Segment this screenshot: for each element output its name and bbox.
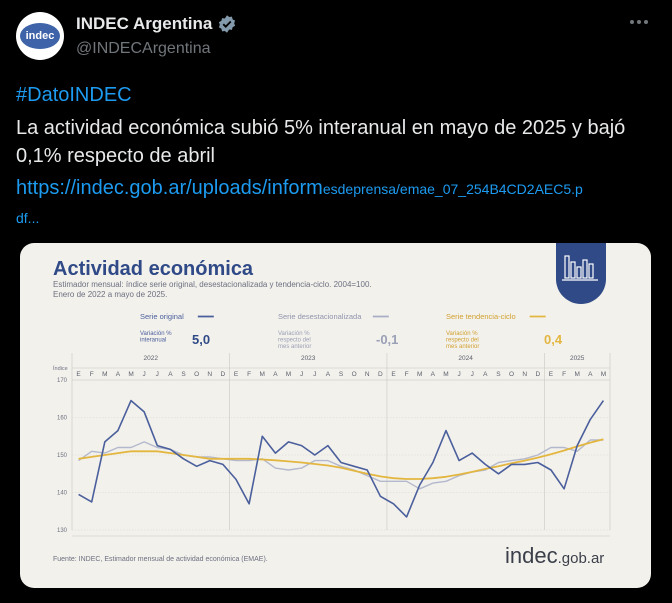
month-tick-label: M — [286, 371, 291, 378]
series-line-serie-original — [78, 399, 605, 518]
account-name[interactable]: INDEC Argentina — [76, 14, 213, 33]
legend-stat-label-3: respecto del — [446, 338, 479, 344]
chart-title: Actividad económica — [53, 258, 254, 280]
month-tick-label: F — [247, 371, 251, 378]
y-tick-label: 170 — [57, 378, 68, 384]
brand-suffix: .gob.ar — [558, 550, 605, 567]
month-tick-label: J — [471, 371, 474, 378]
account-name-row[interactable]: INDEC Argentina — [76, 14, 237, 34]
hashtag-link[interactable]: #DatoINDEC — [16, 84, 132, 106]
brand-name: indec — [505, 543, 558, 568]
avatar-logo: indec — [20, 23, 60, 49]
month-tick-label: O — [352, 371, 357, 378]
month-tick-label: D — [221, 371, 226, 378]
month-tick-label: M — [128, 371, 133, 378]
y-tick-label: 150 — [57, 453, 68, 459]
chart-subtitle-1: Estimador mensual: índice serie original… — [53, 280, 372, 289]
month-tick-label: M — [417, 371, 422, 378]
month-tick-label: E — [234, 371, 239, 378]
month-tick-label: A — [483, 371, 488, 378]
legend-stat-label-3: Variación % — [446, 331, 478, 337]
year-label: 2022 — [143, 355, 158, 362]
month-tick-label: F — [562, 371, 566, 378]
legend-stat-value-2: -0,1 — [376, 332, 398, 347]
month-tick-label: J — [313, 371, 316, 378]
month-tick-label: M — [574, 371, 579, 378]
month-tick-label: M — [102, 371, 107, 378]
chart-source: Fuente: INDEC, Estimador mensual de acti… — [53, 556, 268, 563]
link-rest: esdeprensa/emae_07_254B4CD2AEC5.p — [322, 181, 583, 197]
year-label: 2023 — [301, 355, 316, 362]
month-tick-label: M — [443, 371, 448, 378]
month-tick-label: A — [273, 371, 278, 378]
tweet-link[interactable]: https://indec.gob.ar/uploads/informesdep… — [16, 174, 661, 232]
month-tick-label: E — [76, 371, 81, 378]
month-tick-label: A — [326, 371, 331, 378]
month-tick-label: J — [300, 371, 303, 378]
month-tick-label: F — [405, 371, 409, 378]
link-main: https://indec.gob.ar/uploads/inform — [16, 177, 323, 199]
tweet-text: La actividad económica subió 5% interanu… — [16, 117, 626, 167]
month-tick-label: N — [365, 371, 370, 378]
month-tick-label: S — [181, 371, 186, 378]
brand-logo: indec.gob.ar — [505, 543, 604, 568]
chart: Actividad económica Estimador mensual: í… — [53, 243, 611, 568]
month-tick-label: S — [496, 371, 501, 378]
verified-badge-icon — [219, 15, 236, 33]
legend-stat-label-3: mes anterior — [446, 344, 479, 350]
month-tick-label: E — [391, 371, 396, 378]
legend-stat-label-2: Variación % — [278, 331, 310, 337]
month-tick-label: O — [194, 371, 199, 378]
y-axis-label: Índice — [53, 365, 68, 372]
chart-lines — [78, 399, 605, 518]
legend-stat-label-2: respecto del — [278, 338, 311, 344]
year-label: 2025 — [570, 355, 585, 362]
month-tick-label: E — [549, 371, 554, 378]
year-label: 2024 — [458, 355, 473, 362]
month-tick-label: M — [260, 371, 265, 378]
month-tick-label: O — [509, 371, 514, 378]
legend-stat-value-3: 0,4 — [544, 332, 563, 347]
month-tick-label: J — [457, 371, 460, 378]
series-line-serie-tendencia-ciclo — [78, 438, 604, 480]
legend-stat-label-1: Variación % — [140, 331, 172, 337]
avatar[interactable]: indec — [16, 12, 64, 60]
link-tail: df... — [16, 210, 40, 226]
month-tick-label: D — [535, 371, 540, 378]
account-handle[interactable]: @INDECArgentina — [76, 40, 211, 57]
month-tick-label: J — [156, 371, 159, 378]
month-tick-label: A — [431, 371, 436, 378]
y-tick-label: 140 — [57, 491, 68, 497]
month-tick-label: A — [116, 371, 121, 378]
month-tick-label: S — [339, 371, 344, 378]
month-tick-label: F — [90, 371, 94, 378]
legend-label-2: Serie desestacionalizada — [278, 312, 362, 321]
month-tick-label: N — [207, 371, 212, 378]
legend-stat-label-1: interanual — [140, 338, 166, 344]
legend-stat-value-1: 5,0 — [192, 332, 210, 347]
y-tick-label: 130 — [57, 528, 68, 534]
month-tick-label: D — [378, 371, 383, 378]
media-card[interactable]: Actividad económica Estimador mensual: í… — [20, 243, 651, 588]
y-tick-label: 160 — [57, 416, 68, 422]
month-tick-label: A — [168, 371, 173, 378]
month-tick-label: M — [601, 371, 606, 378]
month-tick-label: J — [143, 371, 146, 378]
legend-label-1: Serie original — [140, 312, 184, 321]
legend-label-3: Serie tendencia-ciclo — [446, 312, 516, 321]
chart-subtitle-2: Enero de 2022 a mayo de 2025. — [53, 290, 167, 299]
month-tick-label: N — [522, 371, 527, 378]
bar-chart-logo-icon — [556, 243, 606, 304]
more-options-icon[interactable] — [630, 12, 648, 32]
month-tick-label: A — [588, 371, 593, 378]
legend-stat-label-2: mes anterior — [278, 344, 311, 350]
